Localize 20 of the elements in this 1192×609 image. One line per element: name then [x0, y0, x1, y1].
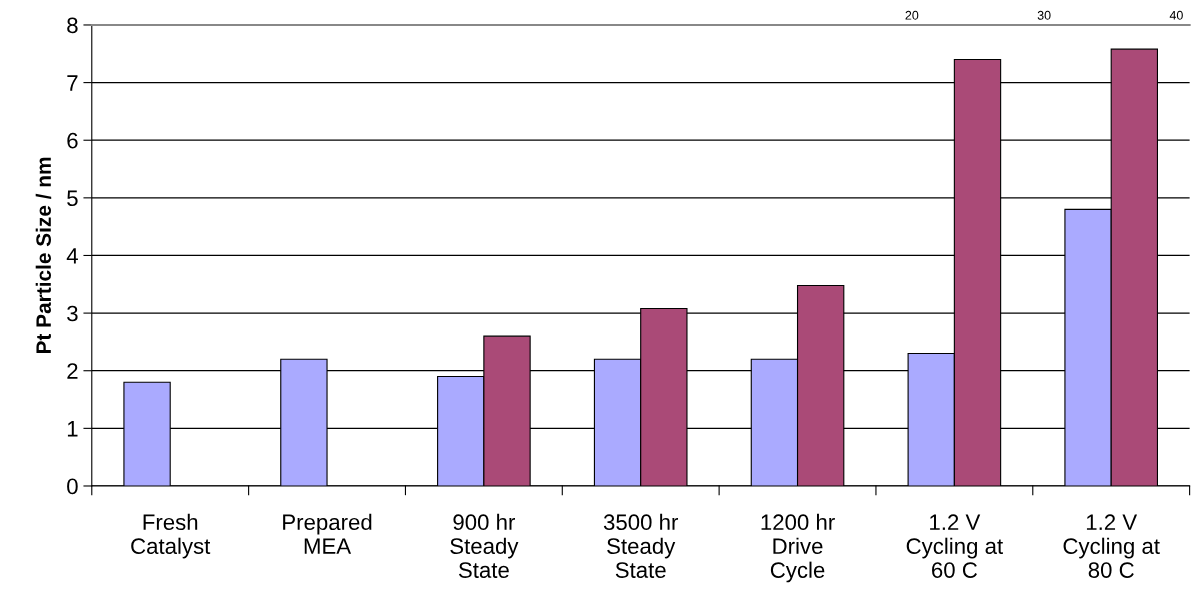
- x-tick-label: 1.2 V Cycling at 80 C: [1063, 514, 1160, 578]
- y-tick-label: 7: [67, 75, 78, 91]
- x-tick-label: 1.2 V Cycling at 60 C: [906, 514, 1003, 578]
- x-tick-label: Prepared MEA: [283, 513, 372, 554]
- x-tick-label: 900 hr Steady State: [450, 513, 519, 578]
- x2-tick-label: 40: [1169, 10, 1183, 20]
- y-tick-label: 6: [67, 132, 78, 149]
- x2-tick-label: 20: [905, 10, 919, 20]
- y-axis-title: Pt Particle Size / nm: [35, 157, 52, 354]
- x-tick-label: Fresh Catalyst: [131, 513, 211, 559]
- x2-tick-label: 30: [1037, 10, 1051, 20]
- y-tick-label: 1: [67, 421, 78, 437]
- y-tick-label: 3: [67, 305, 78, 322]
- y-tick-label: 4: [66, 248, 78, 264]
- y-tick-label: 0: [67, 478, 78, 495]
- x-tick-label: 1200 hr Drive Cycle: [761, 513, 835, 583]
- x-tick-label: 3500 hr Steady State: [603, 513, 679, 578]
- y-tick-label: 2: [67, 363, 78, 379]
- y-tick-label: 5: [67, 190, 78, 207]
- y-tick-label: 8: [67, 17, 78, 34]
